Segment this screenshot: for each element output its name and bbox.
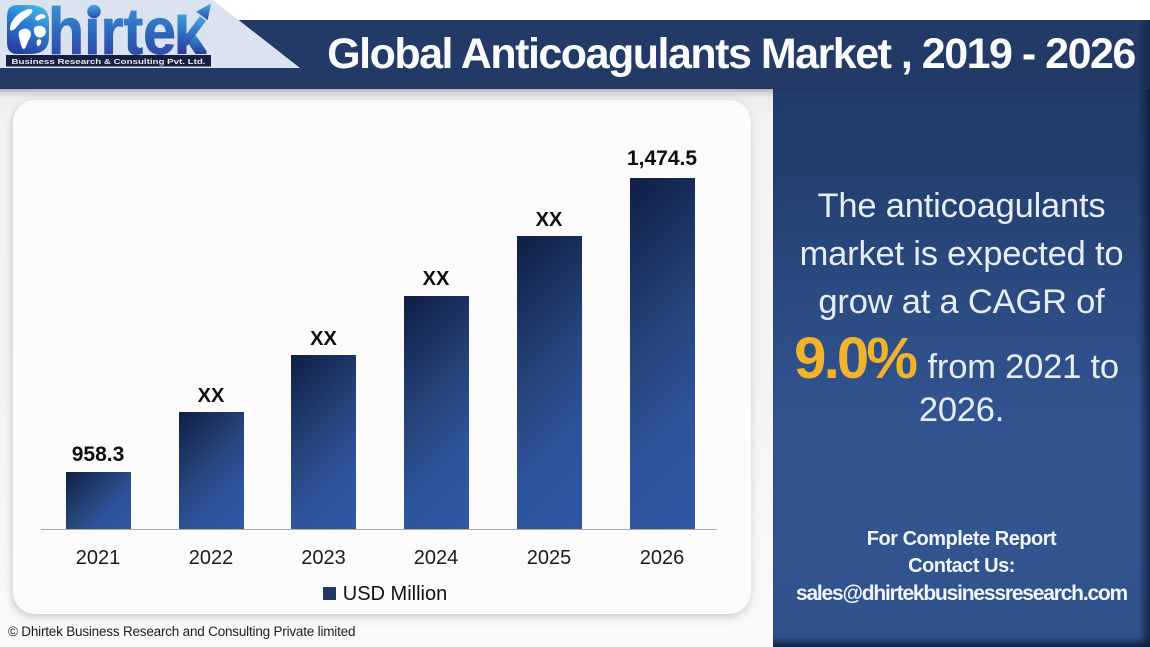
svg-text:Business Research & Consulting: Business Research & Consulting Pvt. Ltd. (12, 57, 206, 66)
